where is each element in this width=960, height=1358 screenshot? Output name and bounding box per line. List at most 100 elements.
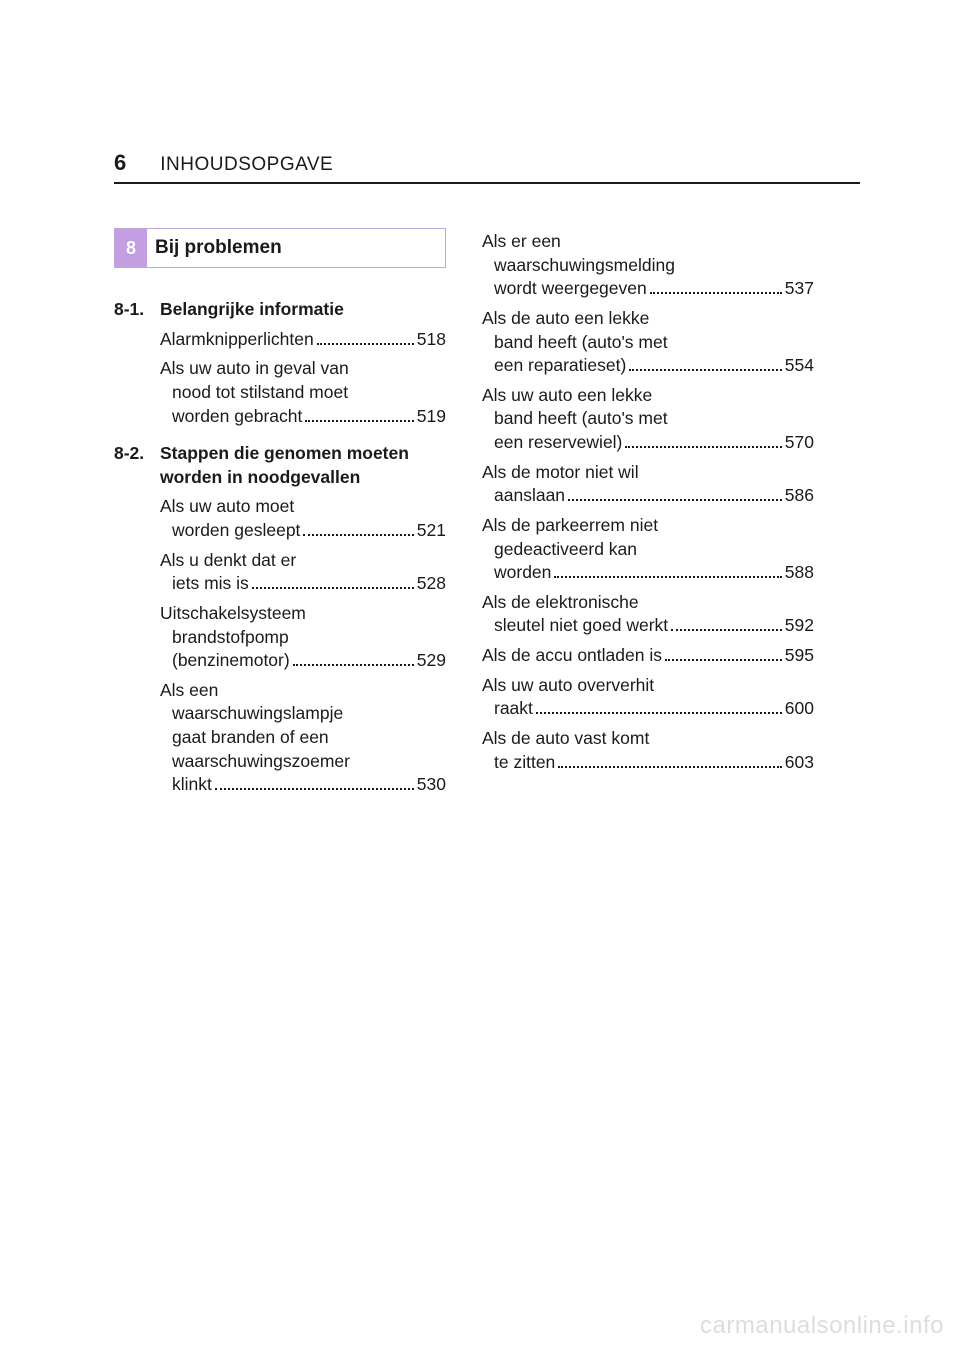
toc-entry-page: 586 <box>785 484 814 508</box>
toc-entry: Als de parkeerrem niet gedeactiveerd kan… <box>482 514 814 585</box>
breadcrumb: INHOUDSOPGAVE <box>160 154 333 176</box>
toc-entry: Uitschakelsysteem brandstofpomp (benzine… <box>160 602 446 673</box>
toc-entry-page: 592 <box>785 614 814 638</box>
toc-entry: Als de motor niet wil aanslaan 586 <box>482 461 814 508</box>
subsection-heading: 8-1. Belangrijke informatie <box>114 298 446 322</box>
subsection-title: Belangrijke informatie <box>160 298 446 322</box>
toc-entry-label: gedeactiveerd kan <box>482 538 814 562</box>
subsection-number: 8-2. <box>114 442 160 489</box>
leader-dots <box>536 711 782 714</box>
leader-dots <box>558 765 782 768</box>
toc-entry: Als een waarschuwingslampje gaat branden… <box>160 679 446 797</box>
toc-entry-page: 603 <box>785 751 814 775</box>
toc-entries: Alarmknipperlichten518 Als uw auto in ge… <box>114 328 446 429</box>
leader-dots <box>650 291 782 294</box>
toc-entry-page: 554 <box>785 354 814 378</box>
toc-entry-page: 521 <box>417 519 446 543</box>
leader-dots <box>293 663 414 666</box>
toc-entry-label: Als de parkeerrem niet <box>482 515 658 535</box>
toc-entry-label: worden <box>494 561 551 585</box>
leader-dots <box>252 586 414 589</box>
toc-entry-label: brandstofpomp <box>160 626 446 650</box>
divider <box>114 182 860 184</box>
subsection-number: 8-1. <box>114 298 160 322</box>
toc-entries: Als uw auto moet worden gesleept 521 Als … <box>114 495 446 797</box>
leader-dots <box>665 658 782 661</box>
toc-entry-label: raakt <box>494 697 533 721</box>
toc-entry-label: Als uw auto in geval van <box>160 358 349 378</box>
leader-dots <box>671 628 782 631</box>
toc-entry-page: 570 <box>785 431 814 455</box>
leader-dots <box>625 445 781 448</box>
toc-entry-label: te zitten <box>494 751 555 775</box>
toc-entry: Als uw auto oververhit raakt 600 <box>482 674 814 721</box>
toc-entry-label: Als de auto vast komt <box>482 728 649 748</box>
leader-dots <box>554 575 781 578</box>
toc-entry-label: Uitschakelsysteem <box>160 603 306 623</box>
watermark: carmanualsonline.info <box>700 1312 944 1340</box>
leader-dots <box>317 342 414 345</box>
toc-entry-page: 600 <box>785 697 814 721</box>
toc-entry: Als uw auto moet worden gesleept 521 <box>160 495 446 542</box>
leader-dots <box>629 368 781 371</box>
toc-entry-page: 529 <box>417 649 446 673</box>
toc-entry-label: waarschuwingsmelding <box>482 254 814 278</box>
toc-entry: Als u denkt dat er iets mis is528 <box>160 549 446 596</box>
toc-entry: Als uw auto een lekke band heeft (auto's… <box>482 384 814 455</box>
toc-entry-label: Als u denkt dat er <box>160 550 296 570</box>
toc-entry: Als de auto vast komt te zitten 603 <box>482 727 814 774</box>
toc-entry-page: 595 <box>785 644 814 668</box>
toc-entry-label: Als een <box>160 680 218 700</box>
toc-entry-label: (benzinemotor) <box>172 649 290 673</box>
toc-entry-page: 537 <box>785 277 814 301</box>
page: 6 INHOUDSOPGAVE 8 Bij problemen 8-1. Bel… <box>0 0 960 1358</box>
toc-entry-label: Als uw auto moet <box>160 496 294 516</box>
toc-entry-label: band heeft (auto's met <box>482 331 814 355</box>
toc-entry-page: 530 <box>417 773 446 797</box>
toc-entry-label: waarschuwingszoemer <box>160 750 446 774</box>
page-number: 6 <box>114 150 126 176</box>
column-left: 8 Bij problemen 8-1. Belangrijke informa… <box>114 228 446 811</box>
leader-dots <box>568 498 782 501</box>
section-number: 8 <box>115 229 147 267</box>
toc-entry-label: Als de accu ontladen is <box>482 644 662 668</box>
page-header: 6 INHOUDSOPGAVE <box>114 150 860 176</box>
toc-entry: Alarmknipperlichten518 <box>160 328 446 352</box>
subsection-heading: 8-2. Stappen die genomen moeten worden i… <box>114 442 446 489</box>
toc-entry-label: Als uw auto oververhit <box>482 675 654 695</box>
toc-entry-page: 588 <box>785 561 814 585</box>
toc-entry-label: Als uw auto een lekke <box>482 385 652 405</box>
toc-entry-label: sleutel niet goed werkt <box>494 614 668 638</box>
toc-entry-label: gaat branden of een <box>160 726 446 750</box>
toc-entry: Als uw auto in geval van nood tot stilst… <box>160 357 446 428</box>
toc-entry-label: nood tot stilstand moet <box>160 381 446 405</box>
leader-dots <box>305 419 413 422</box>
toc-entry-page: 528 <box>417 572 446 596</box>
leader-dots <box>303 533 413 536</box>
toc-entry-label: een reservewiel) <box>494 431 622 455</box>
toc-entry-label: een reparatieset) <box>494 354 626 378</box>
subsection-title: Stappen die genomen moeten worden in noo… <box>160 442 446 489</box>
section-header: 8 Bij problemen <box>114 228 446 268</box>
leader-dots <box>215 787 414 790</box>
toc-entry-label: Als de motor niet wil <box>482 462 639 482</box>
toc-entry-label: Als er een <box>482 231 561 251</box>
toc-entry-page: 519 <box>417 405 446 429</box>
toc-entry-label: klinkt <box>172 773 212 797</box>
toc-entry-label: waarschuwingslampje <box>160 702 446 726</box>
toc-entry-label: Als de auto een lekke <box>482 308 649 328</box>
column-right: Als er een waarschuwingsmelding wordt we… <box>482 228 814 811</box>
section-title: Bij problemen <box>147 229 445 267</box>
toc-entry: Als de elektronische sleutel niet goed w… <box>482 591 814 638</box>
toc-entry-label: wordt weergegeven <box>494 277 647 301</box>
toc-entry-label: aanslaan <box>494 484 565 508</box>
toc-entry-label: worden gesleept <box>172 519 300 543</box>
toc-entry: Als er een waarschuwingsmelding wordt we… <box>482 230 814 301</box>
toc-entry: Als de auto een lekke band heeft (auto's… <box>482 307 814 378</box>
toc-entries: Als er een waarschuwingsmelding wordt we… <box>482 230 814 774</box>
toc-entry: Als de accu ontladen is 595 <box>482 644 814 668</box>
toc-entry-page: 518 <box>417 328 446 352</box>
toc-entry-label: worden gebracht <box>172 405 302 429</box>
toc-entry-label: band heeft (auto's met <box>482 407 814 431</box>
toc-entry-label: Als de elektronische <box>482 592 639 612</box>
